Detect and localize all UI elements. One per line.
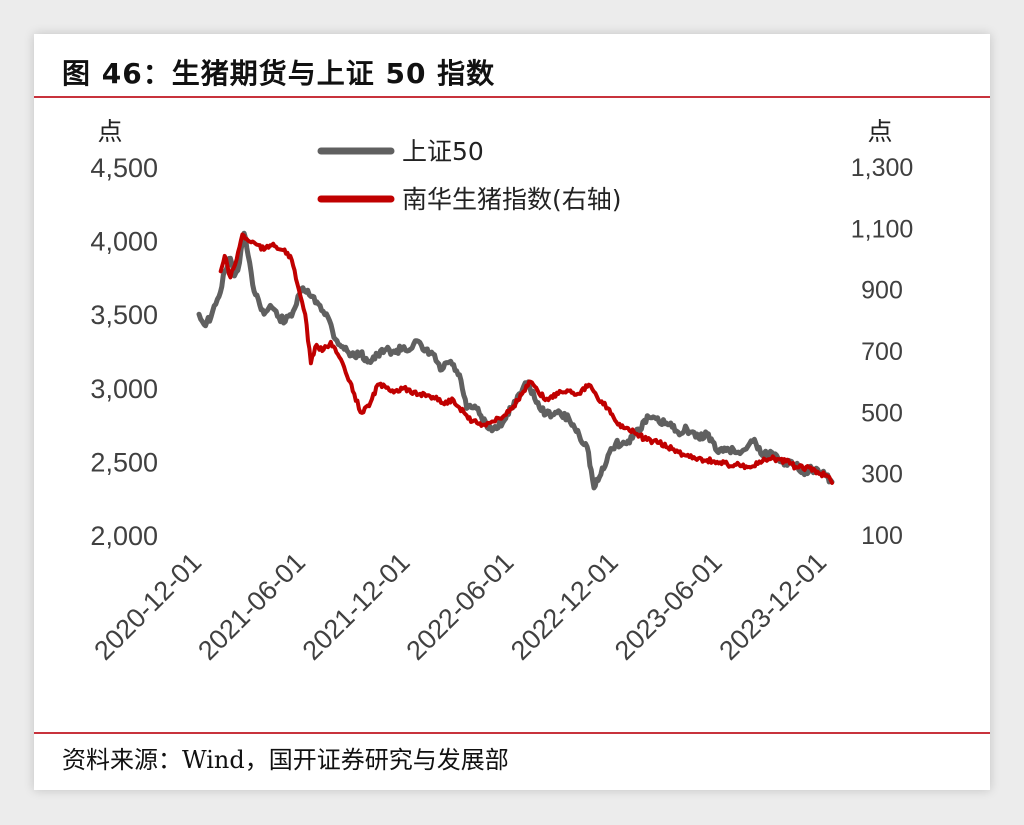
x-tick-label: 2021-12-01 [297, 547, 416, 666]
series-line-nanhua-hog [218, 232, 834, 485]
right-tick-label: 300 [861, 461, 903, 489]
figure-card: 图 46：生猪期货与上证 50 指数 2,000 2,500 3,000 3,500 4… [34, 34, 990, 790]
legend: 上证50 南华生猪指数(右轴) [317, 137, 622, 214]
left-tick-label: 3,500 [90, 300, 158, 330]
x-tick-label: 2021-06-01 [192, 547, 311, 666]
legend-label: 上证50 [402, 137, 484, 166]
left-tick-label: 3,000 [90, 374, 158, 404]
title-divider [34, 96, 990, 98]
right-tick-label: 1,300 [851, 154, 914, 182]
x-tick-label: 2022-12-01 [505, 547, 624, 666]
right-tick-label: 500 [861, 399, 903, 427]
x-tick-label: 2020-12-01 [88, 547, 207, 666]
left-axis-ticks: 2,000 2,500 3,000 3,500 4,000 4,500 [90, 153, 158, 551]
x-tick-label: 2022-06-01 [401, 547, 520, 666]
legend-label: 南华生猪指数(右轴) [402, 185, 622, 214]
source-divider [34, 732, 990, 734]
right-axis-unit: 点 [867, 117, 892, 146]
line-chart: 2,000 2,500 3,000 3,500 4,000 4,500 100 300 500… [88, 117, 914, 666]
figure-title: 图 46：生猪期货与上证 50 指数 [62, 57, 496, 90]
x-axis-ticks: 2020-12-012021-06-012021-12-012022-06-01… [88, 547, 832, 666]
right-tick-label: 900 [861, 277, 903, 305]
left-tick-label: 2,500 [90, 447, 158, 477]
left-axis-unit: 点 [97, 117, 122, 146]
right-tick-label: 100 [861, 522, 903, 550]
left-tick-label: 2,000 [90, 521, 158, 551]
right-tick-label: 700 [861, 338, 903, 366]
x-tick-label: 2023-12-01 [713, 547, 832, 666]
right-axis-ticks: 100 300 500 700 900 1,100 1,300 [851, 154, 914, 550]
left-tick-label: 4,000 [90, 227, 158, 257]
x-tick-label: 2023-06-01 [609, 547, 728, 666]
source-note: 资料来源：Wind，国开证券研究与发展部 [62, 746, 509, 774]
series-lines [196, 230, 835, 491]
left-tick-label: 4,500 [90, 153, 158, 183]
right-tick-label: 1,100 [851, 215, 914, 243]
